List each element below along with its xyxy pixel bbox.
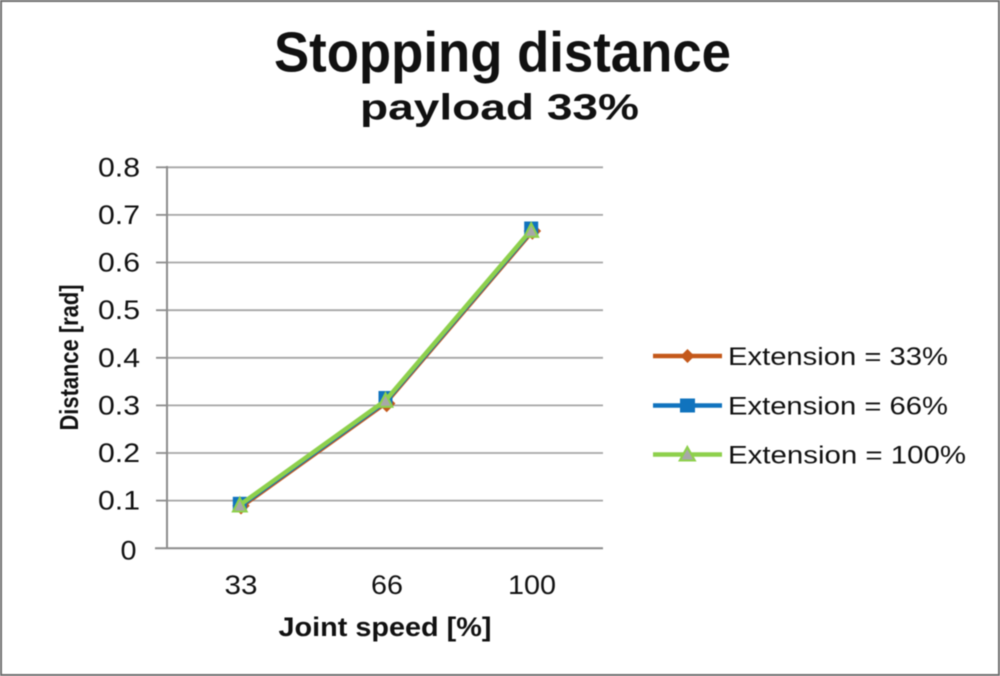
svg-text:0.7: 0.7 — [98, 200, 140, 230]
svg-text:33: 33 — [225, 570, 258, 600]
svg-text:0: 0 — [121, 536, 137, 566]
svg-text:0.8: 0.8 — [98, 152, 140, 182]
svg-text:66: 66 — [371, 570, 403, 600]
svg-text:payload 33%: payload 33% — [360, 87, 639, 128]
svg-text:Stopping distance: Stopping distance — [274, 21, 731, 85]
svg-text:0.2: 0.2 — [98, 438, 140, 468]
svg-text:0.3: 0.3 — [98, 390, 140, 420]
svg-text:0.5: 0.5 — [98, 295, 140, 325]
svg-text:0.4: 0.4 — [98, 343, 140, 373]
svg-text:Extension = 100%: Extension = 100% — [728, 442, 966, 470]
svg-text:Extension = 66%: Extension = 66% — [728, 393, 948, 421]
svg-text:0.6: 0.6 — [98, 248, 140, 278]
svg-text:100: 100 — [508, 570, 556, 600]
svg-text:0.1: 0.1 — [98, 486, 140, 516]
svg-text:Joint speed [%]: Joint speed [%] — [279, 612, 492, 642]
svg-text:Extension = 33%: Extension = 33% — [728, 343, 948, 371]
svg-text:Distance [rad]: Distance [rad] — [54, 285, 84, 431]
